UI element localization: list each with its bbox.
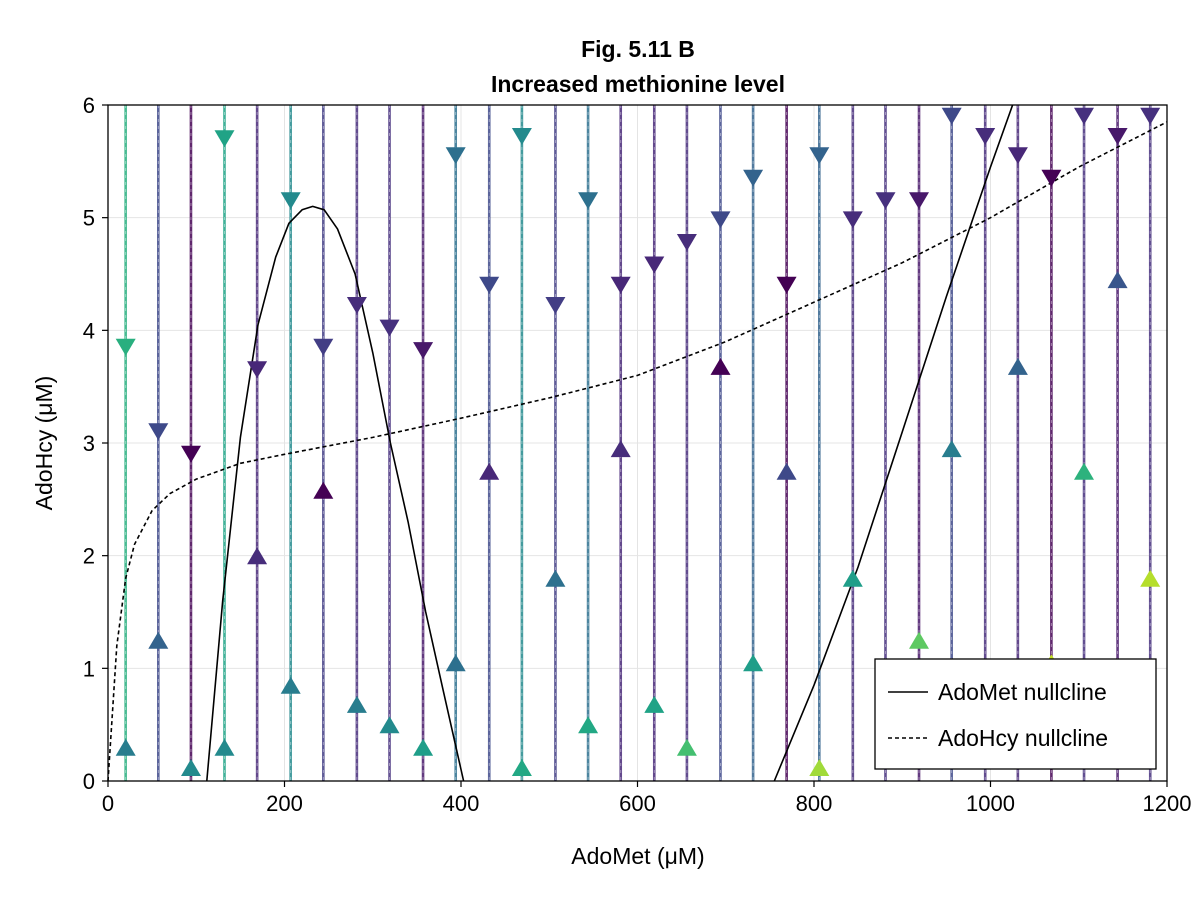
flow-arrow-down bbox=[1041, 169, 1062, 187]
flow-arrow-down bbox=[776, 276, 797, 294]
flow-arrow-down bbox=[975, 128, 996, 145]
flow-arrow-up bbox=[445, 654, 466, 672]
flow-arrow-down bbox=[610, 276, 631, 294]
flow-arrow-up bbox=[776, 462, 797, 480]
flow-arrow-down bbox=[1007, 147, 1028, 165]
flow-arrow-up bbox=[313, 481, 334, 499]
flow-arrow-down bbox=[644, 256, 665, 274]
flow-arrow-down bbox=[115, 338, 136, 356]
flow-arrow-up bbox=[644, 695, 665, 713]
chart-title: Fig. 5.11 B bbox=[581, 36, 695, 62]
flow-arrow-down bbox=[676, 234, 697, 251]
y-axis-label: AdoHcy (μM) bbox=[31, 376, 57, 511]
flow-arrow-down bbox=[247, 361, 268, 379]
y-tick-label: 6 bbox=[83, 93, 95, 118]
flow-arrow-up bbox=[743, 654, 764, 672]
x-tick-label: 0 bbox=[102, 791, 114, 816]
flow-arrow-down bbox=[875, 192, 896, 210]
flow-arrow-up bbox=[214, 738, 235, 756]
x-tick-label: 600 bbox=[619, 791, 656, 816]
flow-arrow-up bbox=[479, 462, 500, 480]
flow-arrow-down bbox=[445, 147, 466, 165]
y-tick-label: 2 bbox=[83, 544, 95, 569]
y-tick-label: 0 bbox=[83, 769, 95, 794]
flow-arrow-up bbox=[909, 631, 929, 649]
chart-subtitle: Increased methionine level bbox=[491, 71, 785, 97]
flow-arrow-down bbox=[743, 169, 764, 187]
flow-arrow-up bbox=[346, 695, 367, 713]
legend: AdoMet nullcline AdoHcy nullcline bbox=[874, 658, 1157, 770]
flow-arrow-down bbox=[1107, 128, 1128, 145]
flow-arrow-down bbox=[181, 445, 201, 463]
flow-arrow-up bbox=[1140, 569, 1161, 587]
flow-arrow-up bbox=[1007, 357, 1028, 375]
flow-arrow-up bbox=[1074, 462, 1094, 480]
flow-arrow-down bbox=[280, 192, 301, 210]
flow-arrow-down bbox=[148, 423, 169, 441]
flow-arrow-up bbox=[148, 631, 169, 649]
flow-arrow-up bbox=[181, 759, 201, 776]
x-tick-label: 400 bbox=[443, 791, 480, 816]
y-tick-label: 1 bbox=[83, 656, 95, 681]
flow-arrow-up bbox=[1107, 271, 1128, 289]
x-axis-label: AdoMet (μM) bbox=[571, 843, 704, 869]
flow-arrow-down bbox=[511, 128, 532, 145]
flow-arrow-up bbox=[578, 716, 599, 734]
x-tick-label: 1200 bbox=[1143, 791, 1192, 816]
flow-arrow-down bbox=[1074, 107, 1094, 125]
flow-arrow-up bbox=[115, 738, 136, 756]
legend-box bbox=[874, 658, 1157, 770]
flow-arrow-up bbox=[511, 759, 532, 776]
axis-ticks: 0 200 400 600 800 1000 1200 0 1 2 3 4 5 6 bbox=[83, 93, 1192, 816]
flow-arrow-up bbox=[941, 440, 962, 458]
x-tick-label: 800 bbox=[796, 791, 833, 816]
flow-arrow-up bbox=[545, 569, 566, 587]
flow-arrow-down bbox=[941, 107, 962, 125]
flow-arrow-down bbox=[578, 192, 599, 210]
flow-arrow-down bbox=[909, 192, 929, 210]
y-tick-label: 5 bbox=[83, 206, 95, 231]
flow-arrow-down bbox=[809, 147, 830, 165]
flow-arrow-down bbox=[379, 319, 400, 337]
adomet-nullcline-segment-1 bbox=[773, 104, 1014, 782]
flow-arrow-up bbox=[280, 676, 301, 694]
flow-arrow-down bbox=[479, 276, 500, 294]
x-tick-label: 200 bbox=[266, 791, 303, 816]
x-tick-label: 1000 bbox=[966, 791, 1015, 816]
flow-arrow-down bbox=[413, 342, 434, 360]
flow-arrow-down bbox=[842, 211, 863, 229]
legend-label-adohcy: AdoHcy nullcline bbox=[938, 725, 1108, 751]
flow-arrow-down bbox=[1140, 107, 1161, 125]
y-tick-label: 4 bbox=[83, 318, 95, 343]
legend-label-adomet: AdoMet nullcline bbox=[938, 679, 1107, 705]
flow-arrow-up bbox=[610, 440, 631, 458]
flow-arrow-down bbox=[214, 130, 235, 148]
flow-arrow-down bbox=[545, 297, 566, 314]
flow-arrow-up bbox=[842, 569, 863, 587]
flow-arrow-down bbox=[346, 297, 367, 314]
flow-arrow-up bbox=[809, 759, 830, 776]
flow-arrow-down bbox=[710, 211, 731, 229]
flow-arrow-up bbox=[676, 738, 697, 756]
flow-arrow-up bbox=[413, 738, 434, 756]
y-tick-label: 3 bbox=[83, 431, 95, 456]
flow-arrow-up bbox=[247, 547, 268, 565]
flow-arrow-up bbox=[710, 357, 731, 375]
flow-arrow-down bbox=[313, 338, 334, 356]
flow-arrow-up bbox=[379, 716, 400, 734]
direction-arrows bbox=[115, 107, 1161, 776]
